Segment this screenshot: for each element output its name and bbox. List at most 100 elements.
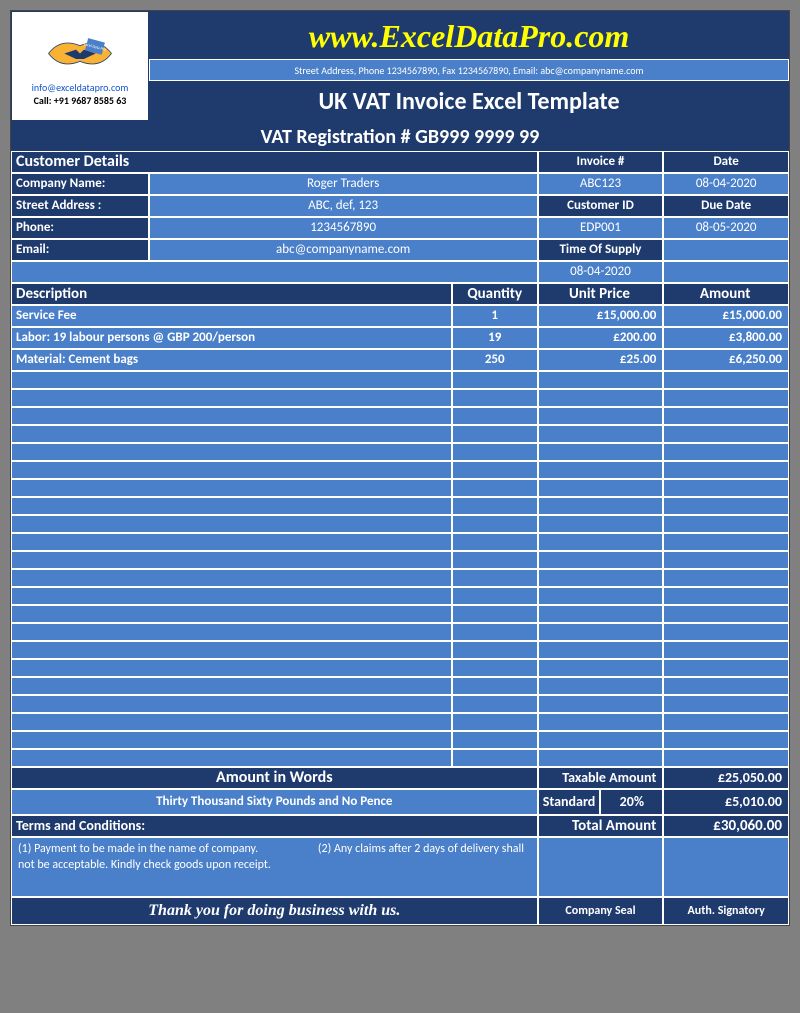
empty-cell[interactable] [11,515,452,533]
empty-cell[interactable] [538,641,664,659]
date-value[interactable]: 08-04-2020 [663,173,789,195]
empty-cell[interactable] [538,497,664,515]
empty-cell[interactable] [663,479,789,497]
empty-cell[interactable] [11,389,452,407]
empty-cell[interactable] [452,479,538,497]
item-description[interactable]: Labor: 19 labour persons @ GBP 200/perso… [11,327,452,349]
empty-cell[interactable] [538,677,664,695]
empty-cell[interactable] [663,731,789,749]
phone-value[interactable]: 1234567890 [149,217,538,239]
empty-cell[interactable] [11,461,452,479]
empty-cell[interactable] [663,641,789,659]
empty-cell[interactable] [663,515,789,533]
empty-cell[interactable] [452,695,538,713]
empty-cell[interactable] [538,461,664,479]
empty-cell[interactable] [538,587,664,605]
empty-cell[interactable] [663,425,789,443]
empty-cell[interactable] [663,659,789,677]
empty-cell[interactable] [452,371,538,389]
empty-cell[interactable] [663,533,789,551]
empty-cell[interactable] [663,605,789,623]
item-amount[interactable]: £3,800.00 [663,327,789,349]
empty-cell[interactable] [11,407,452,425]
empty-cell[interactable] [538,389,664,407]
empty-cell[interactable] [538,659,664,677]
empty-cell[interactable] [452,407,538,425]
item-quantity[interactable]: 1 [452,305,538,327]
item-description[interactable]: Service Fee [11,305,452,327]
empty-cell[interactable] [663,623,789,641]
empty-cell[interactable] [11,569,452,587]
empty-cell[interactable] [452,605,538,623]
empty-cell[interactable] [11,713,452,731]
empty-cell[interactable] [11,371,452,389]
item-description[interactable]: Material: Cement bags [11,349,452,371]
empty-cell[interactable] [11,749,452,767]
item-unit-price[interactable]: £200.00 [538,327,664,349]
empty-cell[interactable] [452,623,538,641]
email-value[interactable]: abc@companyname.com [149,239,538,261]
empty-cell[interactable] [538,425,664,443]
company-name-value[interactable]: Roger Traders [149,173,538,195]
empty-cell[interactable] [538,443,664,461]
empty-cell[interactable] [663,407,789,425]
customer-id-value[interactable]: EDP001 [538,217,664,239]
empty-cell[interactable] [452,713,538,731]
empty-cell[interactable] [11,623,452,641]
empty-cell[interactable] [663,587,789,605]
empty-cell[interactable] [538,569,664,587]
empty-cell[interactable] [11,533,452,551]
empty-cell[interactable] [11,641,452,659]
empty-cell[interactable] [11,605,452,623]
empty-cell[interactable] [452,551,538,569]
empty-cell[interactable] [538,479,664,497]
empty-cell[interactable] [452,641,538,659]
invoice-no-value[interactable]: ABC123 [538,173,664,195]
empty-cell[interactable] [538,407,664,425]
empty-cell[interactable] [663,569,789,587]
empty-cell[interactable] [452,515,538,533]
empty-cell[interactable] [538,605,664,623]
empty-cell[interactable] [452,425,538,443]
item-amount[interactable]: £15,000.00 [663,305,789,327]
empty-cell[interactable] [538,695,664,713]
empty-cell[interactable] [11,479,452,497]
empty-cell[interactable] [11,731,452,749]
item-unit-price[interactable]: £25.00 [538,349,664,371]
empty-cell[interactable] [538,623,664,641]
empty-cell[interactable] [452,677,538,695]
empty-cell[interactable] [538,371,664,389]
empty-cell[interactable] [452,461,538,479]
empty-cell[interactable] [663,389,789,407]
empty-cell[interactable] [538,551,664,569]
empty-cell[interactable] [663,677,789,695]
empty-cell[interactable] [663,749,789,767]
empty-cell[interactable] [663,551,789,569]
empty-cell[interactable] [452,569,538,587]
empty-cell[interactable] [663,443,789,461]
item-unit-price[interactable]: £15,000.00 [538,305,664,327]
item-amount[interactable]: £6,250.00 [663,349,789,371]
due-date-value[interactable]: 08-05-2020 [663,217,789,239]
empty-cell[interactable] [11,497,452,515]
empty-cell[interactable] [663,713,789,731]
empty-cell[interactable] [452,389,538,407]
empty-cell[interactable] [663,695,789,713]
time-supply-value[interactable]: 08-04-2020 [538,261,664,283]
street-address-value[interactable]: ABC, def, 123 [149,195,538,217]
empty-cell[interactable] [452,731,538,749]
empty-cell[interactable] [11,659,452,677]
empty-cell[interactable] [11,551,452,569]
empty-cell[interactable] [663,497,789,515]
empty-cell[interactable] [538,515,664,533]
empty-cell[interactable] [11,587,452,605]
empty-cell[interactable] [11,425,452,443]
empty-cell[interactable] [452,533,538,551]
empty-cell[interactable] [663,371,789,389]
empty-cell[interactable] [11,695,452,713]
item-quantity[interactable]: 19 [452,327,538,349]
empty-cell[interactable] [11,443,452,461]
empty-cell[interactable] [538,749,664,767]
empty-cell[interactable] [452,749,538,767]
empty-cell[interactable] [452,659,538,677]
